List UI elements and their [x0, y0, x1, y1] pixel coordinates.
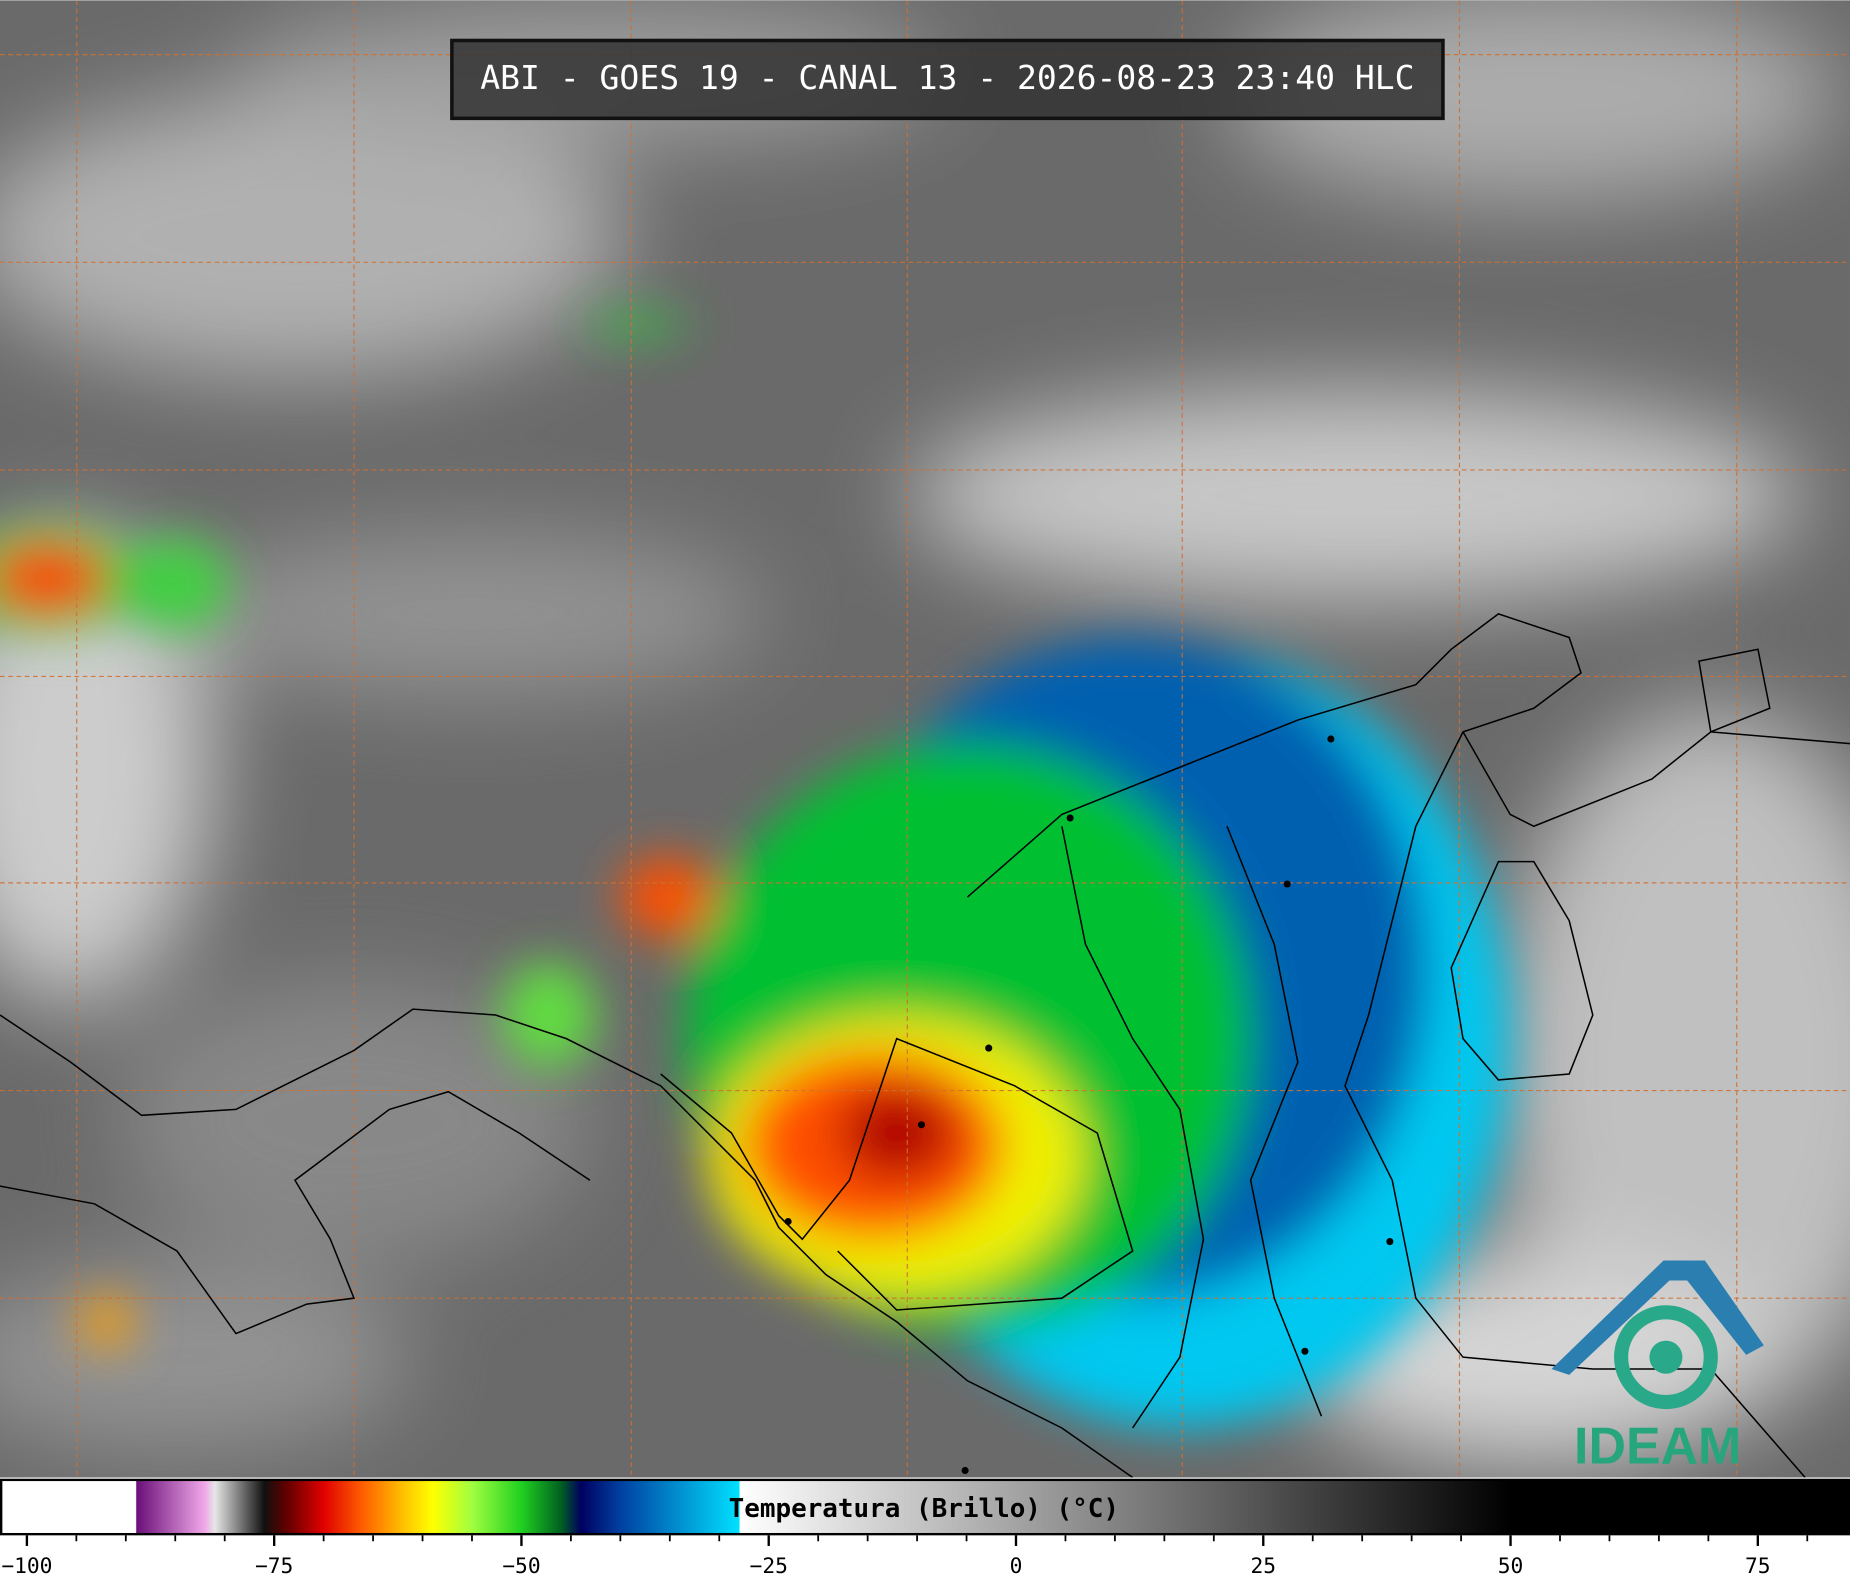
colorbar-tick-label: 50: [1498, 1554, 1524, 1577]
title: ABI - GOES 19 - CANAL 13 - 2026-08-23 23…: [480, 58, 1414, 97]
colorbar-tick-label: 0: [1010, 1554, 1023, 1577]
colorbar: Temperatura (Brillo) (°C) −100 −75 −50 −25 0…: [0, 1477, 1850, 1577]
city-markers: [784, 735, 1394, 1474]
colorbar-tick-label: −25: [750, 1554, 788, 1577]
colorbar-label: Temperatura (Brillo) (°C): [729, 1494, 1119, 1524]
colorbar-tick-label: 25: [1250, 1554, 1276, 1577]
logo: IDEAM: [1551, 1260, 1764, 1475]
colorbar-tick-label: −75: [255, 1554, 293, 1577]
colorbar-tick-label: −50: [502, 1554, 540, 1577]
satellite-image: [0, 0, 1850, 1479]
title-box: ABI - GOES 19 - CANAL 13 - 2026-08-23 23…: [450, 38, 1445, 121]
colorbar-tick-label: −100: [1, 1554, 52, 1577]
colorbar-tick-label: 75: [1745, 1554, 1771, 1577]
logo-text: IDEAM: [1574, 1417, 1741, 1475]
colorbar-gradient: [0, 1478, 1850, 1536]
coastlines: [0, 613, 1850, 1479]
lat-lon-grid: [0, 0, 1850, 1478]
